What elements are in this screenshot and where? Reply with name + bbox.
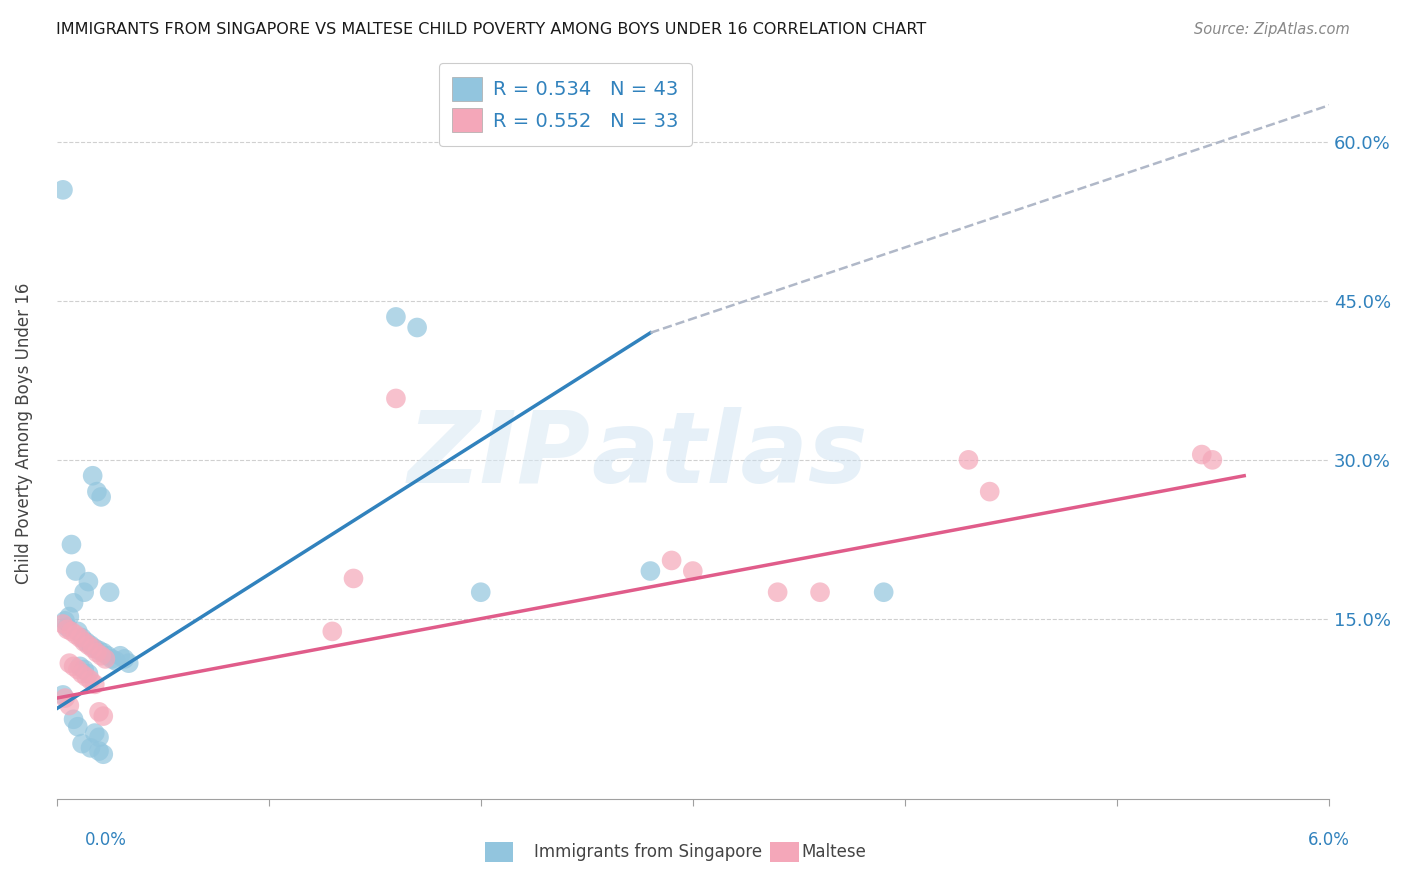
Point — [79, 673, 101, 687]
Point — [110, 648, 132, 663]
Point — [86, 484, 108, 499]
Point — [90, 490, 112, 504]
Point — [58, 656, 80, 670]
Text: Maltese: Maltese — [801, 843, 866, 861]
Point — [75, 670, 97, 684]
Point — [66, 624, 89, 639]
Point — [52, 617, 75, 632]
Point — [83, 641, 105, 656]
Point — [91, 747, 114, 762]
Point — [91, 646, 114, 660]
Point — [53, 614, 76, 628]
Point — [114, 652, 136, 666]
Point — [90, 648, 112, 663]
Point — [52, 183, 75, 197]
Point — [766, 585, 789, 599]
Point — [70, 666, 93, 681]
Point — [69, 659, 91, 673]
Point — [79, 638, 101, 652]
Point — [73, 635, 96, 649]
Text: Source: ZipAtlas.com: Source: ZipAtlas.com — [1194, 22, 1350, 37]
Point — [321, 624, 343, 639]
Y-axis label: Child Poverty Among Boys Under 16: Child Poverty Among Boys Under 16 — [15, 283, 32, 584]
Point — [53, 691, 76, 706]
Point — [98, 585, 121, 599]
Text: 0.0%: 0.0% — [84, 831, 127, 849]
Point — [62, 596, 84, 610]
Point — [342, 571, 364, 585]
Text: ZIP: ZIP — [408, 407, 591, 504]
Point — [73, 663, 96, 677]
Point — [65, 627, 87, 641]
Point — [58, 609, 80, 624]
Point — [873, 585, 896, 599]
Point — [65, 564, 87, 578]
Point — [385, 310, 408, 324]
Point — [58, 698, 80, 713]
Point — [82, 641, 104, 656]
Point — [87, 744, 110, 758]
Point — [118, 656, 141, 670]
Point — [661, 553, 683, 567]
Point — [79, 740, 101, 755]
Point — [77, 638, 100, 652]
Point — [70, 737, 93, 751]
Point — [640, 564, 662, 578]
Point — [104, 654, 127, 668]
Text: 6.0%: 6.0% — [1308, 831, 1350, 849]
Point — [60, 624, 83, 639]
Point — [62, 712, 84, 726]
Point — [62, 659, 84, 673]
Point — [75, 635, 97, 649]
Point — [1201, 453, 1223, 467]
Point — [83, 677, 105, 691]
Point — [77, 574, 100, 589]
Point — [957, 453, 980, 467]
Legend: R = 0.534   N = 43, R = 0.552   N = 33: R = 0.534 N = 43, R = 0.552 N = 33 — [439, 63, 692, 145]
Point — [83, 726, 105, 740]
Point — [682, 564, 704, 578]
Point — [87, 643, 110, 657]
Point — [100, 652, 122, 666]
Point — [87, 705, 110, 719]
Point — [1191, 448, 1213, 462]
Point — [69, 631, 91, 645]
Point — [91, 709, 114, 723]
Point — [66, 720, 89, 734]
Point — [87, 731, 110, 745]
Point — [70, 631, 93, 645]
Text: atlas: atlas — [591, 407, 868, 504]
Point — [979, 484, 1001, 499]
Point — [808, 585, 831, 599]
Point — [73, 585, 96, 599]
Text: IMMIGRANTS FROM SINGAPORE VS MALTESE CHILD POVERTY AMONG BOYS UNDER 16 CORRELATI: IMMIGRANTS FROM SINGAPORE VS MALTESE CHI… — [56, 22, 927, 37]
Point — [406, 320, 429, 334]
Point — [56, 622, 79, 636]
Point — [66, 663, 89, 677]
Point — [470, 585, 492, 599]
Point — [94, 652, 117, 666]
Point — [60, 538, 83, 552]
Point — [52, 688, 75, 702]
Point — [385, 392, 408, 406]
Text: Immigrants from Singapore: Immigrants from Singapore — [534, 843, 762, 861]
Point — [96, 648, 118, 663]
Point — [82, 468, 104, 483]
Point — [77, 666, 100, 681]
Point — [86, 646, 108, 660]
Point — [56, 620, 79, 634]
